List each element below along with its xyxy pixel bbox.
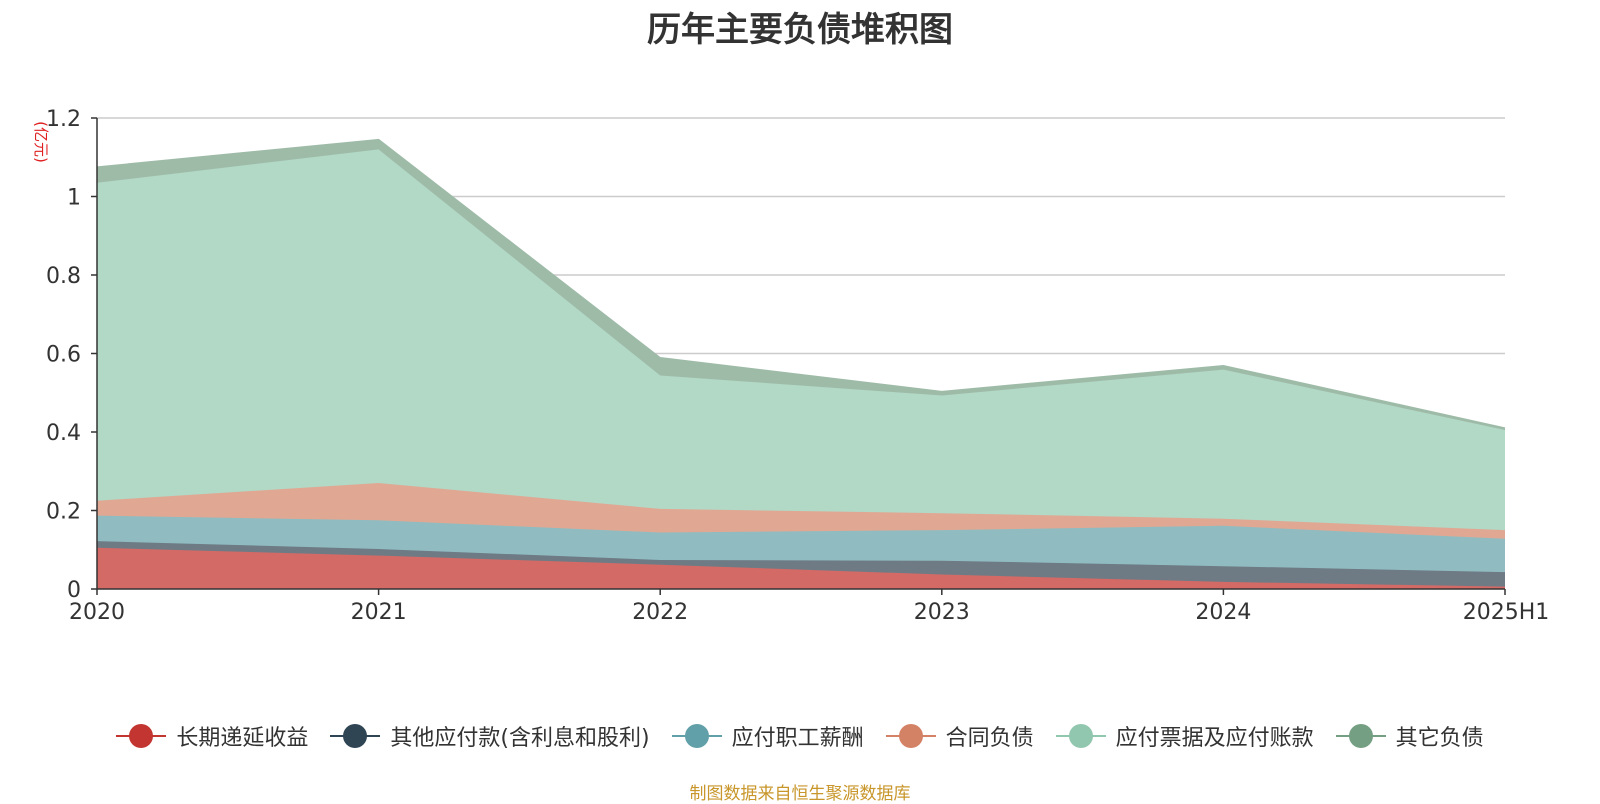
y-tick-label: 1 bbox=[67, 186, 81, 211]
chart-title: 历年主要负债堆积图 bbox=[647, 10, 953, 50]
legend-marker-dot bbox=[898, 724, 923, 748]
x-tick-label: 2023 bbox=[914, 600, 970, 625]
legend-label: 其它负债 bbox=[1395, 726, 1484, 751]
y-tick-label: 0.8 bbox=[46, 264, 81, 289]
legend-marker-dot bbox=[343, 724, 368, 748]
series-area-3 bbox=[97, 483, 1505, 539]
y-tick-label: 0.4 bbox=[46, 421, 81, 446]
x-tick-label: 2024 bbox=[1195, 600, 1251, 625]
y-axis-unit-label: (亿元) bbox=[32, 121, 50, 163]
legend-item[interactable]: 其它负债 bbox=[1335, 720, 1484, 752]
series-area-2 bbox=[97, 515, 1505, 573]
legend-label: 应付职工薪酬 bbox=[731, 726, 864, 751]
x-tick-label: 2020 bbox=[69, 600, 125, 625]
legend-label: 其他应付款(含利息和股利) bbox=[390, 726, 650, 751]
legend-marker-dot bbox=[684, 724, 709, 748]
source-note: 制图数据来自恒生聚源数据库 bbox=[689, 784, 911, 804]
legend-marker-dot bbox=[129, 724, 154, 748]
legend-item[interactable]: 合同负债 bbox=[885, 720, 1034, 752]
legend-item[interactable]: 应付票据及应付账款 bbox=[1055, 720, 1314, 752]
legend-marker-dot bbox=[1068, 724, 1093, 748]
legend-marker-icon bbox=[1055, 723, 1106, 749]
legend-item[interactable]: 其他应付款(含利息和股利) bbox=[330, 720, 650, 752]
y-tick-label: 0 bbox=[67, 578, 81, 603]
x-tick-label: 2025H1 bbox=[1463, 600, 1550, 625]
x-tick-label: 2022 bbox=[632, 600, 688, 625]
series-line-5 bbox=[96, 138, 1506, 429]
axes: 0 0.2 0.4 0.6 0.8 1 1.2 2020 2021 2022 2023 2024 202… bbox=[46, 107, 1549, 625]
x-tick-label: 2021 bbox=[351, 600, 407, 625]
series-areas bbox=[96, 138, 1506, 589]
legend-marker-icon bbox=[885, 723, 936, 749]
legend-marker-dot bbox=[1348, 724, 1373, 748]
legend: 长期递延收益 其他应付款(含利息和股利) 应付职工薪酬 合同负债 应付票据及应付账款 其它… bbox=[0, 718, 1600, 754]
legend-item[interactable]: 应付职工薪酬 bbox=[671, 720, 864, 752]
legend-item[interactable]: 长期递延收益 bbox=[116, 720, 308, 752]
legend-label: 合同负债 bbox=[945, 726, 1034, 751]
legend-marker-icon bbox=[671, 723, 722, 749]
legend-marker-icon bbox=[1335, 723, 1386, 749]
series-area-4 bbox=[97, 149, 1505, 531]
y-tick-label: 0.2 bbox=[46, 500, 81, 525]
legend-label: 长期递延收益 bbox=[176, 726, 309, 751]
legend-marker-icon bbox=[330, 723, 381, 749]
y-tick-label: 1.2 bbox=[46, 107, 81, 132]
legend-label: 应付票据及应付账款 bbox=[1115, 726, 1314, 751]
legend-marker-icon bbox=[116, 723, 167, 749]
y-tick-label: 0.6 bbox=[46, 343, 81, 368]
